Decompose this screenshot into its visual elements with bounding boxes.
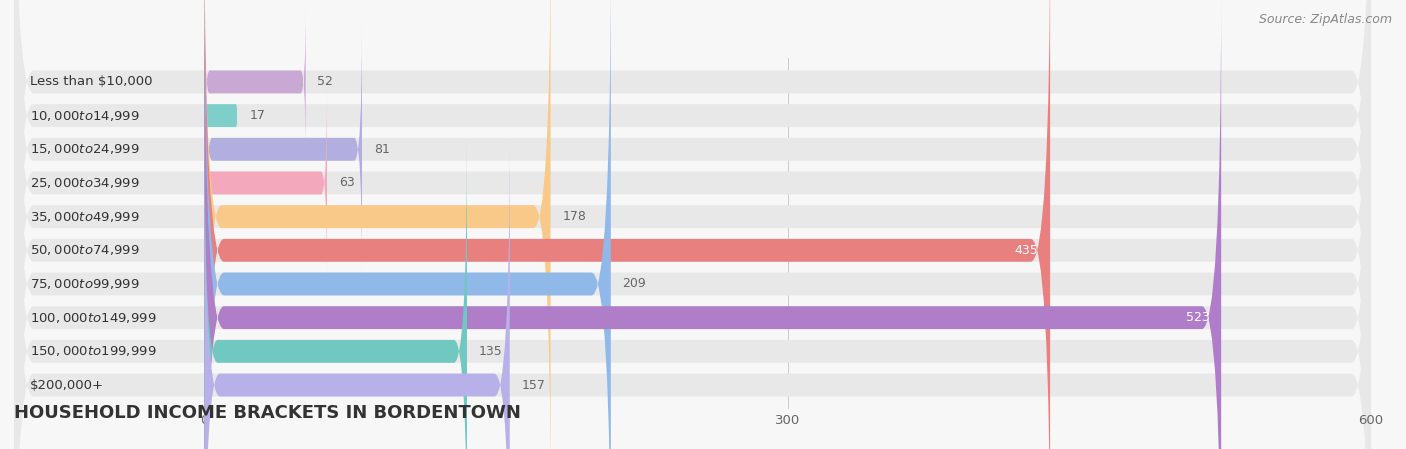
FancyBboxPatch shape xyxy=(14,0,1371,449)
FancyBboxPatch shape xyxy=(204,24,361,274)
FancyBboxPatch shape xyxy=(14,60,1371,449)
Text: 135: 135 xyxy=(478,345,502,358)
Text: Less than $10,000: Less than $10,000 xyxy=(30,75,152,88)
Text: 52: 52 xyxy=(318,75,333,88)
FancyBboxPatch shape xyxy=(204,88,328,277)
FancyBboxPatch shape xyxy=(14,0,1371,449)
Text: Source: ZipAtlas.com: Source: ZipAtlas.com xyxy=(1258,13,1392,26)
FancyBboxPatch shape xyxy=(204,0,551,449)
FancyBboxPatch shape xyxy=(14,0,1371,449)
FancyBboxPatch shape xyxy=(204,132,510,449)
FancyBboxPatch shape xyxy=(14,26,1371,449)
Text: $200,000+: $200,000+ xyxy=(30,379,104,392)
FancyBboxPatch shape xyxy=(14,0,1371,449)
FancyBboxPatch shape xyxy=(204,98,238,133)
FancyBboxPatch shape xyxy=(14,0,1371,441)
Text: $15,000 to $24,999: $15,000 to $24,999 xyxy=(30,142,139,156)
Text: 209: 209 xyxy=(623,277,647,291)
Text: $35,000 to $49,999: $35,000 to $49,999 xyxy=(30,210,139,224)
FancyBboxPatch shape xyxy=(14,0,1371,449)
Text: HOUSEHOLD INCOME BRACKETS IN BORDENTOWN: HOUSEHOLD INCOME BRACKETS IN BORDENTOWN xyxy=(14,404,522,422)
Text: 435: 435 xyxy=(1015,244,1039,257)
FancyBboxPatch shape xyxy=(14,0,1371,449)
FancyBboxPatch shape xyxy=(204,0,1222,449)
Text: 17: 17 xyxy=(249,109,266,122)
Text: $25,000 to $34,999: $25,000 to $34,999 xyxy=(30,176,139,190)
Text: 157: 157 xyxy=(522,379,546,392)
Text: 81: 81 xyxy=(374,143,389,156)
Text: $100,000 to $149,999: $100,000 to $149,999 xyxy=(30,311,156,325)
Text: $50,000 to $74,999: $50,000 to $74,999 xyxy=(30,243,139,257)
Text: 63: 63 xyxy=(339,176,354,189)
FancyBboxPatch shape xyxy=(204,0,610,449)
FancyBboxPatch shape xyxy=(204,0,1050,449)
Text: $10,000 to $14,999: $10,000 to $14,999 xyxy=(30,109,139,123)
Text: 523: 523 xyxy=(1185,311,1209,324)
FancyBboxPatch shape xyxy=(204,6,305,158)
FancyBboxPatch shape xyxy=(204,136,467,449)
Text: 178: 178 xyxy=(562,210,586,223)
Text: $150,000 to $199,999: $150,000 to $199,999 xyxy=(30,344,156,358)
Text: $75,000 to $99,999: $75,000 to $99,999 xyxy=(30,277,139,291)
FancyBboxPatch shape xyxy=(14,0,1371,407)
